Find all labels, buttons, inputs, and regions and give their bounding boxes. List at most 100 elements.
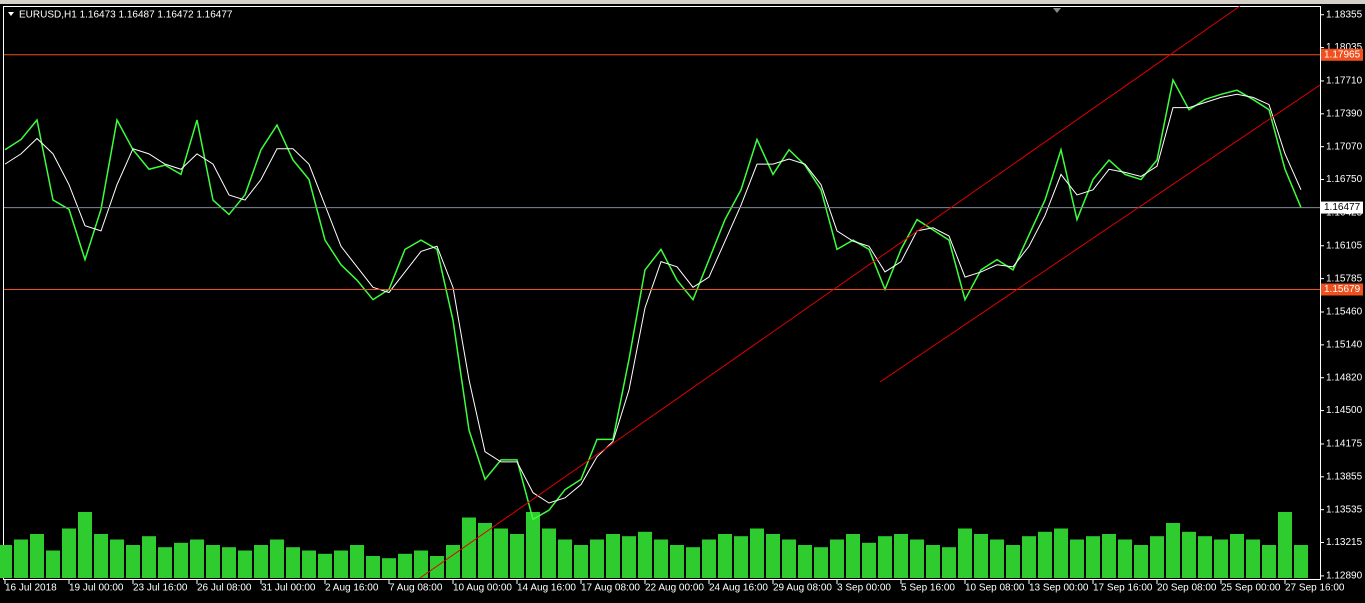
marks [0, 54, 1320, 578]
volume-bar [990, 539, 1004, 578]
volume-bar [1166, 523, 1180, 578]
volume-bar [1022, 536, 1036, 578]
volume-bar [542, 528, 556, 578]
volume-bar [1006, 545, 1020, 578]
volume-bar [270, 539, 284, 578]
x-tick-label: 2 Aug 16:00 [325, 583, 379, 594]
volume-bar [494, 528, 508, 578]
price-line [4, 93, 1302, 504]
volume-bar [398, 553, 412, 578]
volume-bar [798, 545, 812, 578]
volume-bar [350, 545, 364, 578]
x-tick-label: 31 Jul 00:00 [261, 583, 316, 594]
y-tick-label: 1.13535 [1326, 504, 1363, 515]
volume-bar [622, 536, 636, 578]
volume-bar [654, 539, 668, 578]
volume-bar [926, 545, 940, 578]
x-tick-label: 3 Sep 00:00 [837, 583, 891, 594]
y-tick-label: 1.15460 [1326, 307, 1363, 318]
volume-bar [862, 542, 876, 578]
symbol-menu-icon[interactable] [8, 12, 14, 16]
volume-bar [942, 547, 956, 578]
y-tick-label: 1.14820 [1326, 372, 1363, 383]
volume-bar [590, 539, 604, 578]
volume-bar [878, 536, 892, 578]
x-tick-label: 27 Sep 16:00 [1285, 583, 1345, 594]
volume-bar [254, 545, 268, 578]
chart-title: EURUSD,H1 1.16473 1.16487 1.16472 1.1647… [19, 10, 233, 21]
volume-bar [638, 531, 652, 578]
volume-bar [1262, 545, 1276, 578]
volume-bar [190, 539, 204, 578]
volume-bar [510, 534, 524, 578]
channel-upper [419, 5, 1241, 579]
volume-bar [446, 545, 460, 578]
volume-bar [718, 534, 732, 578]
volume-bar [462, 517, 476, 578]
y-tick-label: 1.17710 [1326, 76, 1363, 87]
x-tick-label: 29 Aug 08:00 [773, 583, 832, 594]
y-tick-label: 1.16105 [1326, 240, 1363, 251]
y-tick-label: 1.17070 [1326, 141, 1363, 152]
volume-bar [1086, 536, 1100, 578]
y-tick-label: 1.18355 [1326, 9, 1363, 20]
volume-bar [14, 539, 28, 578]
x-tick-label: 17 Sep 16:00 [1093, 583, 1153, 594]
y-tick-label: 1.15785 [1326, 273, 1363, 284]
volume-bar [974, 534, 988, 578]
volume-bar [1182, 531, 1196, 578]
volume-bar [750, 528, 764, 578]
y-tick-label: 1.15140 [1326, 339, 1363, 350]
y-tick-label: 1.17390 [1326, 108, 1363, 119]
volume-bar [1134, 545, 1148, 578]
volume-bar [78, 512, 92, 578]
volume-bar [1278, 512, 1292, 578]
volume-bar [894, 534, 908, 578]
volume-bar [1246, 539, 1260, 578]
price-level-label: 1.15679 [1324, 284, 1361, 295]
volume-bar [334, 550, 348, 578]
volume-bar [1230, 534, 1244, 578]
x-tick-label: 13 Sep 00:00 [1029, 583, 1089, 594]
volume-bar [318, 553, 332, 578]
volume-bar [670, 545, 684, 578]
volume-bar [174, 542, 188, 578]
volume-bar [1198, 536, 1212, 578]
y-tick-label: 1.16750 [1326, 174, 1363, 185]
x-tick-label: 25 Sep 00:00 [1221, 583, 1281, 594]
price-level-box [1321, 201, 1363, 214]
volume-bar [606, 534, 620, 578]
volume-bar [1070, 539, 1084, 578]
x-tick-label: 17 Aug 08:00 [581, 583, 640, 594]
volume-bar [526, 512, 540, 578]
y-tick-label: 1.12890 [1326, 571, 1363, 582]
shift-marker [1053, 8, 1061, 13]
volume-bar [46, 550, 60, 578]
y-tick-label: 1.18035 [1326, 42, 1363, 53]
volume-bar [558, 539, 572, 578]
volume-bar [958, 528, 972, 578]
volume-bar [1038, 531, 1052, 578]
volume-bar [574, 545, 588, 578]
volume-bar [430, 556, 444, 578]
volume-bar [830, 539, 844, 578]
channel-lower [879, 84, 1321, 383]
volume-bar [1102, 534, 1116, 578]
volume-bar [30, 534, 44, 578]
volume-bar [814, 547, 828, 578]
x-tick-label: 10 Sep 08:00 [965, 583, 1025, 594]
volume-bar [1294, 545, 1308, 578]
x-tick-label: 5 Sep 16:00 [901, 583, 955, 594]
volume-bar [1214, 539, 1228, 578]
y-tick-label: 1.14500 [1326, 405, 1363, 416]
volume-bar [158, 547, 172, 578]
price-level-box [1321, 48, 1363, 61]
volume-bar [206, 545, 220, 578]
price-level-label: 1.16477 [1324, 202, 1361, 213]
volume-bar [702, 539, 716, 578]
x-tick-label: 14 Aug 16:00 [517, 583, 576, 594]
volume-bar [222, 547, 236, 578]
volume-bar [1054, 528, 1068, 578]
